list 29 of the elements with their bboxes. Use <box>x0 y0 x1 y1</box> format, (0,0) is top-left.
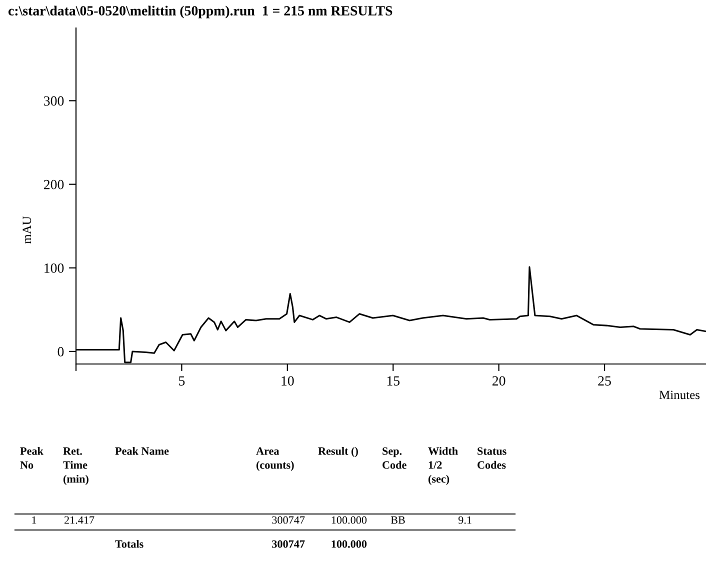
x-tick-label: 10 <box>282 376 294 386</box>
text: Width 1/2 (sec) <box>428 447 458 485</box>
text: 300747 <box>272 540 305 548</box>
y-tick-label: 100 <box>44 263 64 273</box>
text: 9.1 <box>458 516 472 524</box>
text: BB <box>390 516 405 524</box>
text: Status Codes <box>478 447 506 469</box>
text: 1 <box>32 516 36 524</box>
y-tick-label: 200 <box>44 180 64 190</box>
x-tick-label: 20 <box>492 376 506 386</box>
text: Sep. Code <box>382 447 406 469</box>
y-tick-label: 300 <box>44 96 64 106</box>
text: Area (counts) <box>256 447 294 472</box>
text: 21.417 <box>64 516 94 524</box>
x-tick-label: 15 <box>387 376 400 386</box>
x-axis-title: Minutes <box>659 390 700 400</box>
text: Peak No <box>20 447 44 469</box>
x-tick-label: 5 <box>179 376 185 386</box>
text: Peak Name <box>115 447 169 455</box>
text: Totals <box>115 540 144 548</box>
y-tick-label: 0 <box>58 347 64 356</box>
text: 100.000 <box>332 540 367 548</box>
text: 100.000 <box>332 516 367 524</box>
x-tick-label: 25 <box>598 376 611 386</box>
text: Result () <box>318 447 358 458</box>
chart-title: c:\star\data\05-0520\melittin (50ppm).run 1 = 215 nm RESULTS <box>8 6 392 18</box>
text: 300747 <box>272 516 305 524</box>
text: Ret. Time (min) <box>63 447 88 485</box>
y-axis-title: mAU <box>22 216 32 244</box>
